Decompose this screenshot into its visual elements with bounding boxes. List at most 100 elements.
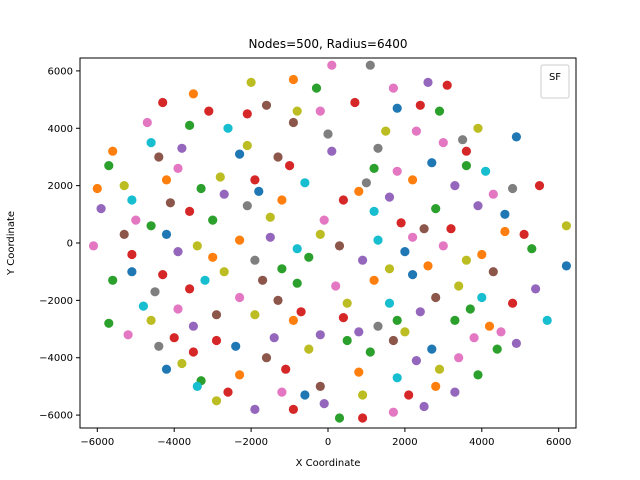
data-point-41: [242, 201, 252, 211]
data-point-85: [450, 315, 460, 325]
data-point-189: [315, 229, 325, 239]
data-point-124: [408, 175, 418, 185]
data-point-135: [461, 255, 471, 265]
x-tick-label: 0: [325, 437, 331, 448]
data-point-180: [277, 387, 287, 397]
data-point-120: [458, 135, 468, 145]
data-point-109: [250, 404, 260, 414]
x-tick-label: 4000: [469, 437, 494, 448]
data-point-3: [288, 74, 298, 85]
data-point-190: [446, 224, 456, 234]
data-point-128: [219, 189, 229, 199]
data-point-127: [146, 221, 156, 231]
data-point-162: [265, 212, 275, 222]
data-point-12: [350, 97, 360, 108]
data-point-105: [392, 373, 402, 383]
data-point-174: [273, 295, 283, 305]
data-point-149: [223, 387, 233, 397]
data-point-60: [438, 241, 448, 251]
data-point-145: [177, 358, 187, 369]
data-point-152: [450, 387, 460, 397]
data-point-142: [315, 330, 325, 340]
data-point-53: [192, 241, 202, 251]
data-point-96: [427, 344, 437, 354]
data-point-57: [334, 241, 345, 251]
data-point-9: [223, 123, 233, 133]
data-point-24: [461, 146, 471, 156]
data-point-146: [261, 353, 272, 363]
data-point-154: [323, 129, 333, 139]
data-point-39: [165, 198, 175, 208]
data-point-160: [92, 183, 102, 194]
data-point-58: [373, 235, 383, 245]
data-point-116: [204, 106, 214, 116]
data-point-2: [246, 77, 256, 87]
data-point-151: [404, 390, 414, 400]
data-point-64: [108, 275, 118, 285]
data-point-18: [177, 143, 187, 153]
data-point-54: [235, 235, 245, 245]
points-layer: [88, 60, 572, 423]
legend-box: [540, 64, 570, 99]
x-tick-label: 2000: [392, 437, 417, 448]
data-point-106: [434, 364, 445, 374]
data-point-183: [415, 100, 425, 110]
data-point-114: [419, 401, 429, 412]
data-point-90: [188, 347, 198, 357]
x-tick-label: −6000: [80, 437, 114, 448]
data-point-42: [277, 195, 287, 205]
data-point-158: [369, 163, 379, 173]
x-axis: −6000 −4000 −2000 0 2000 4000 6000: [80, 428, 571, 448]
data-point-67: [219, 267, 229, 277]
data-point-46: [431, 204, 441, 214]
data-point-13: [388, 83, 398, 93]
data-point-163: [384, 192, 395, 202]
data-point-139: [431, 292, 441, 303]
data-point-38: [131, 215, 141, 225]
x-tick-label: 6000: [546, 437, 571, 448]
y-tick-label: 4000: [48, 124, 73, 135]
data-point-138: [342, 298, 352, 308]
data-point-99: [161, 364, 172, 374]
data-point-167: [408, 232, 418, 242]
data-point-112: [358, 413, 368, 423]
data-point-43: [319, 215, 329, 225]
data-point-75: [531, 284, 541, 294]
data-point-35: [481, 166, 491, 176]
data-point-169: [158, 270, 168, 280]
chart-title: Nodes=500, Radius=6400: [249, 37, 408, 51]
data-point-26: [104, 161, 114, 171]
data-point-52: [161, 229, 172, 239]
data-point-56: [304, 252, 314, 262]
data-point-76: [104, 318, 114, 328]
data-point-113: [388, 407, 398, 417]
data-point-103: [315, 381, 325, 391]
data-point-171: [384, 264, 395, 274]
data-point-30: [250, 175, 260, 185]
data-point-165: [119, 229, 129, 239]
data-point-150: [300, 390, 310, 400]
data-point-59: [400, 247, 410, 257]
data-point-66: [185, 284, 195, 294]
data-point-147: [365, 347, 375, 357]
data-point-32: [354, 186, 364, 196]
data-point-71: [369, 275, 379, 285]
data-point-136: [127, 267, 137, 277]
data-point-155: [381, 126, 391, 136]
data-point-130: [419, 224, 429, 234]
data-point-125: [450, 181, 460, 191]
data-point-143: [400, 327, 410, 337]
y-tick-label: 0: [67, 239, 73, 250]
data-point-132: [208, 252, 218, 262]
data-point-63: [561, 261, 572, 271]
data-point-78: [173, 304, 183, 314]
data-point-45: [396, 218, 406, 228]
data-point-104: [354, 367, 364, 377]
data-point-185: [254, 186, 264, 196]
data-point-5: [365, 60, 375, 70]
data-point-117: [261, 100, 272, 110]
data-point-177: [211, 335, 222, 346]
data-point-77: [138, 301, 148, 311]
data-point-173: [146, 315, 156, 325]
